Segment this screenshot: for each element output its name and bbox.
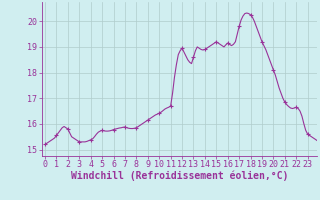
X-axis label: Windchill (Refroidissement éolien,°C): Windchill (Refroidissement éolien,°C) bbox=[70, 171, 288, 181]
